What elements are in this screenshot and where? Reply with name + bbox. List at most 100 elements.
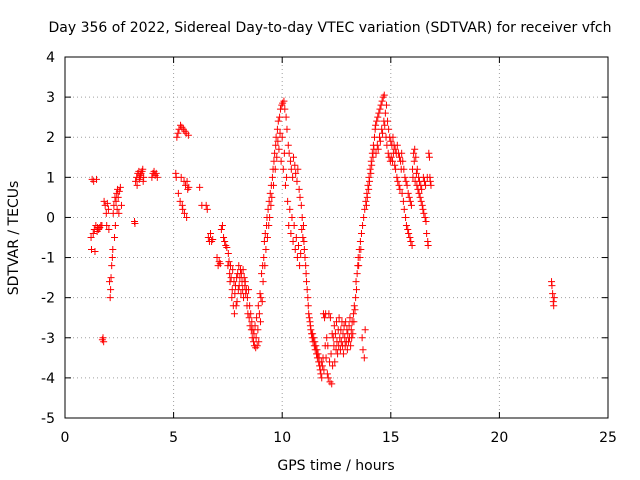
x-axis-label: GPS time / hours: [277, 458, 394, 474]
y-tick-label: -1: [41, 251, 55, 267]
data-point: [334, 350, 342, 358]
data-point: [400, 165, 408, 173]
data-point: [335, 314, 343, 322]
data-point: [256, 290, 264, 298]
y-tick-label: 2: [46, 130, 55, 146]
data-point: [228, 286, 236, 294]
data-point: [273, 125, 281, 133]
data-point: [272, 141, 280, 149]
data-point: [246, 302, 254, 310]
data-point: [302, 262, 310, 270]
data-point: [289, 238, 297, 246]
data-point: [286, 157, 294, 165]
data-point: [255, 338, 263, 346]
data-point: [183, 213, 191, 221]
grid-lines: [65, 57, 608, 418]
data-point: [348, 334, 356, 342]
data-point: [361, 205, 369, 213]
data-point: [207, 229, 215, 237]
data-point: [255, 310, 263, 318]
x-tick-label: 25: [599, 430, 617, 446]
data-point: [293, 254, 301, 262]
data-point: [265, 197, 273, 205]
data-point: [133, 181, 141, 189]
data-point: [404, 189, 412, 197]
data-point: [250, 330, 258, 338]
data-point: [285, 149, 293, 157]
data-point: [378, 125, 386, 133]
data-point: [380, 91, 388, 99]
data-point: [422, 217, 430, 225]
data-point: [279, 165, 287, 173]
data-point: [352, 294, 360, 302]
y-tick-label: -5: [41, 411, 55, 427]
data-point: [381, 109, 389, 117]
data-point: [329, 334, 337, 342]
y-tick-label: -4: [41, 371, 55, 387]
data-point: [267, 201, 275, 209]
data-point: [228, 294, 236, 302]
data-point: [274, 137, 282, 145]
data-point: [359, 346, 367, 354]
data-point: [407, 201, 415, 209]
data-point: [379, 129, 387, 137]
data-point: [416, 193, 424, 201]
data-point: [217, 225, 225, 233]
data-point: [287, 165, 295, 173]
data-point: [260, 238, 268, 246]
data-point: [399, 197, 407, 205]
data-point: [418, 201, 426, 209]
y-tick-label: 4: [46, 50, 55, 66]
data-point: [413, 165, 421, 173]
data-point: [213, 254, 221, 262]
data-point: [177, 173, 185, 181]
data-point: [311, 338, 319, 346]
data-point: [361, 326, 369, 334]
data-point: [360, 213, 368, 221]
data-point: [278, 133, 286, 141]
data-points: [87, 91, 558, 388]
data-point: [323, 370, 331, 378]
data-point: [230, 278, 238, 286]
data-point: [323, 334, 331, 342]
data-point: [424, 242, 432, 250]
data-point: [410, 157, 418, 165]
data-point: [343, 346, 351, 354]
data-point: [417, 197, 425, 205]
data-point: [408, 242, 416, 250]
data-point: [359, 221, 367, 229]
data-point: [374, 113, 382, 121]
data-point: [263, 234, 271, 241]
data-point: [295, 185, 303, 193]
data-point: [100, 338, 108, 346]
data-point: [117, 201, 125, 209]
data-point: [302, 270, 310, 278]
data-point: [115, 187, 123, 195]
data-point: [411, 145, 419, 153]
data-point: [324, 342, 332, 350]
data-point: [420, 177, 428, 185]
data-point: [223, 244, 231, 252]
data-point: [391, 161, 399, 169]
data-point: [374, 145, 382, 153]
data-point: [268, 193, 276, 201]
data-point: [349, 330, 357, 338]
data-point: [304, 294, 312, 302]
y-tick-label: -3: [41, 331, 55, 347]
data-point: [331, 358, 339, 366]
data-point: [356, 254, 364, 262]
data-point: [309, 330, 317, 338]
data-point: [373, 117, 381, 125]
data-point: [378, 97, 386, 105]
data-point: [176, 197, 184, 205]
data-point: [326, 314, 334, 322]
data-point: [258, 298, 266, 306]
data-point: [410, 149, 418, 157]
data-point: [265, 221, 273, 229]
data-point: [346, 314, 354, 322]
data-point: [312, 342, 320, 350]
y-tick-label: 1: [46, 170, 55, 186]
data-point: [272, 133, 280, 141]
data-point: [268, 173, 276, 181]
